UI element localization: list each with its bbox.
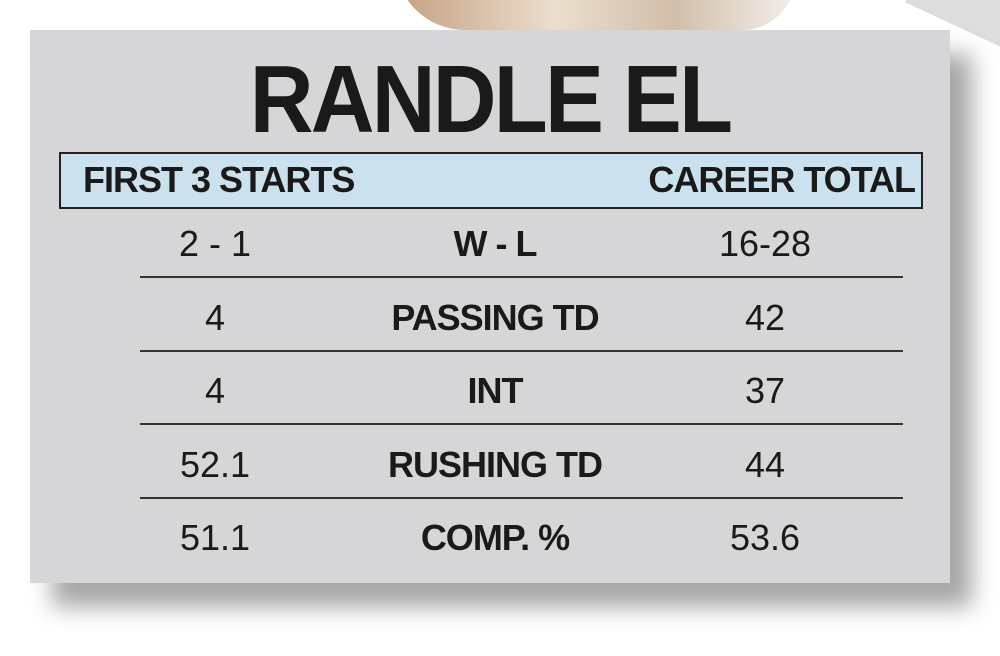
table-row: 4 PASSING TD 42 [30,281,950,355]
first-3-starts-value: 2 - 1 [178,223,252,264]
first-3-starts-value: 52.1 [179,443,251,485]
title: RANDLE EL [249,46,733,153]
header-band: FIRST 3 STARTS CAREER TOTAL [59,152,923,209]
table-row: 4 INT 37 [30,354,950,428]
row-separator [140,423,903,425]
stat-label: INT [467,370,524,411]
row-separator [140,496,903,499]
header-left: FIRST 3 STARTS [83,159,355,200]
header-right: CAREER TOTAL [648,159,916,200]
stat-label: RUSHING TD [388,443,603,485]
table-row: 2 - 1 W - L 16-28 [30,207,950,281]
first-3-starts-value: 4 [204,370,226,411]
career-total-value: 37 [744,370,786,411]
photo [395,0,795,30]
stat-panel: RANDLE EL FIRST 3 STARTS CAREER TOTAL 2 … [30,30,950,583]
table-row: 52.1 RUSHING TD 44 [30,428,950,502]
stat-label: W - L [453,223,538,264]
stat-label: COMP. % [420,517,570,558]
career-total-value: 16-28 [718,223,812,264]
row-separator [140,349,903,352]
row-separator [140,276,903,278]
career-total-value: 44 [744,443,786,485]
table-row: 51.1 COMP. % 53.6 [30,501,950,575]
first-3-starts-value: 4 [204,296,226,338]
career-total-value: 53.6 [729,517,801,558]
stat-label: PASSING TD [391,296,599,338]
first-3-starts-value: 51.1 [179,517,251,558]
career-total-value: 42 [744,296,786,338]
